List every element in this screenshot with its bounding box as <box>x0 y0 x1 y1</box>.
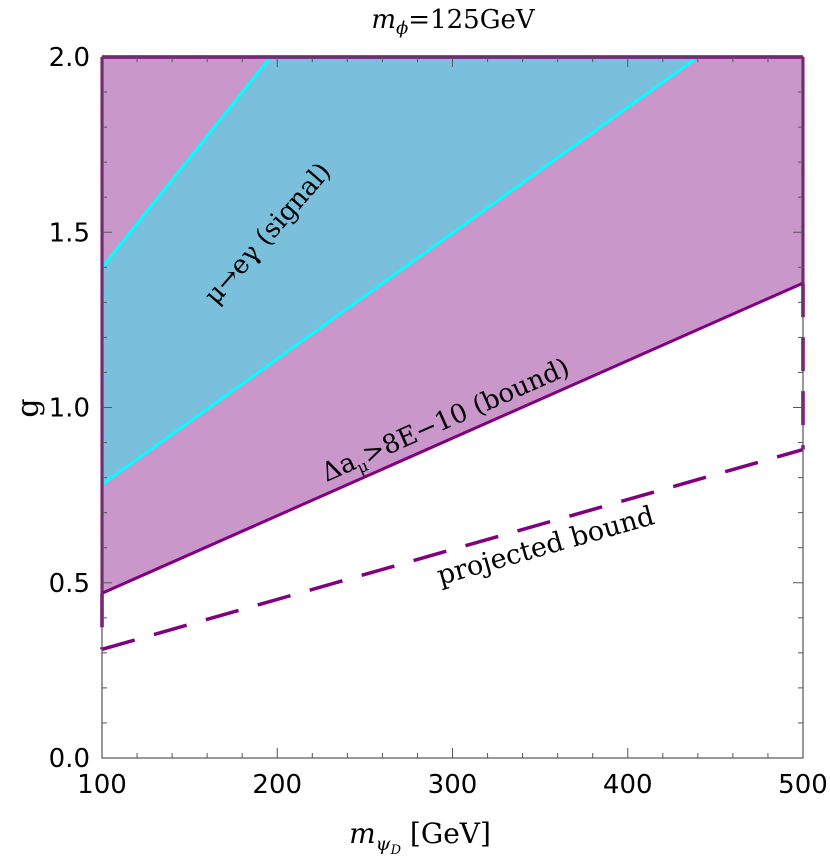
x-tick-label: 200 <box>252 770 302 800</box>
projected-bound-line <box>101 447 804 652</box>
y-tick-label: 1.0 <box>49 394 90 424</box>
y-axis-label: g <box>11 398 46 417</box>
y-tick-label: 1.5 <box>49 218 90 248</box>
x-axis-label: mψD [GeV] <box>349 817 491 856</box>
bound-line <box>101 281 804 595</box>
y-tick-label: 0.5 <box>49 569 90 599</box>
x-tick-label: 100 <box>77 770 127 800</box>
y-tick-label: 2.0 <box>49 43 90 73</box>
chart-title: mϕ=125GeV <box>371 5 536 39</box>
x-tick-label: 400 <box>603 770 653 800</box>
signal-lower-line <box>101 55 699 486</box>
x-tick-label: 500 <box>778 770 828 800</box>
y-tick-label: 0.0 <box>49 744 90 774</box>
x-tick-label: 300 <box>428 770 478 800</box>
axis-ticks: 100 200 300 400 500 0.0 0.5 1.0 1.5 2.0 <box>49 43 828 800</box>
signal-upper-line <box>100 56 272 269</box>
